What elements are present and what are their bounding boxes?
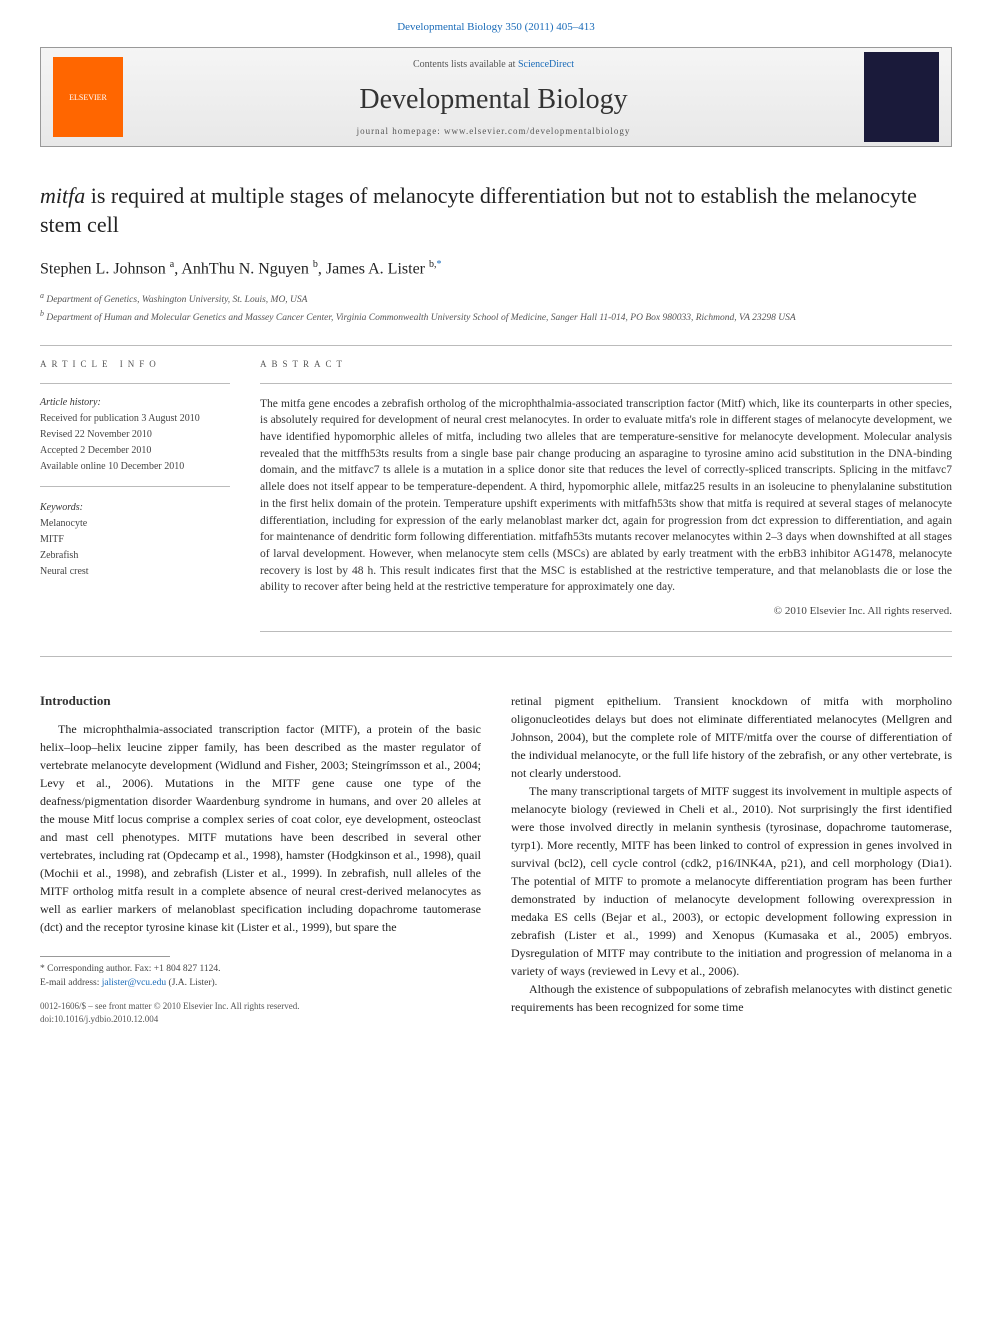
journal-name: Developmental Biology [123,80,864,119]
corresponding-star-icon[interactable]: * [437,259,442,270]
history-revised: Revised 22 November 2010 [40,428,230,442]
keyword-3: Zebrafish [40,549,230,563]
info-divider-2 [40,486,230,487]
abstract-text: The mitfa gene encodes a zebrafish ortho… [260,396,952,596]
author-1: Stephen L. Johnson [40,260,166,277]
abstract-divider [260,383,952,384]
author-3: James A. Lister [326,260,425,277]
info-divider-1 [40,383,230,384]
doi-line[interactable]: doi:10.1016/j.ydbio.2010.12.004 [40,1013,481,1026]
keyword-4: Neural crest [40,565,230,579]
author-3-sup: b, [429,259,437,270]
contents-line: Contents lists available at ScienceDirec… [123,58,864,72]
article-title: mitfa is required at multiple stages of … [40,182,952,239]
aff-a-sup: a [40,291,44,300]
divider-2 [40,656,952,657]
homepage-prefix: journal homepage: [357,126,444,136]
history-accepted: Accepted 2 December 2010 [40,444,230,458]
authors-line: Stephen L. Johnson a, AnhThu N. Nguyen b… [40,258,952,281]
homepage-url[interactable]: www.elsevier.com/developmentalbiology [444,126,630,136]
affiliation-b: b Department of Human and Molecular Gene… [40,308,952,325]
article-info-col: article info Article history: Received f… [40,358,230,644]
author-2: AnhThu N. Nguyen [181,260,309,277]
abstract-heading: abstract [260,358,952,371]
keyword-2: MITF [40,533,230,547]
history-received: Received for publication 3 August 2010 [40,412,230,426]
keyword-1: Melanocyte [40,517,230,531]
keywords-title: Keywords: [40,501,230,515]
footnote-divider [40,956,170,957]
divider [40,345,952,346]
introduction-heading: Introduction [40,692,481,710]
aff-a-text: Department of Genetics, Washington Unive… [46,295,307,305]
contents-prefix: Contents lists available at [413,59,518,70]
publisher-logo[interactable]: ELSEVIER [53,57,123,137]
abstract-copyright: © 2010 Elsevier Inc. All rights reserved… [260,604,952,619]
info-abstract-row: article info Article history: Received f… [40,358,952,644]
banner-center: Contents lists available at ScienceDirec… [123,58,864,138]
abstract-col: abstract The mitfa gene encodes a zebraf… [260,358,952,644]
history-online: Available online 10 December 2010 [40,460,230,474]
title-rest: is required at multiple stages of melano… [40,183,917,237]
doi-block: 0012-1606/$ – see front matter © 2010 El… [40,1000,481,1025]
history-title: Article history: [40,396,230,410]
email-suffix: (J.A. Lister). [166,978,217,988]
abstract-divider-2 [260,631,952,632]
aff-b-text: Department of Human and Molecular Geneti… [46,313,795,323]
right-column: retinal pigment epithelium. Transient kn… [511,692,952,1025]
col2-p3: Although the existence of subpopulations… [511,980,952,1016]
affiliation-a: a Department of Genetics, Washington Uni… [40,290,952,307]
issn-line: 0012-1606/$ – see front matter © 2010 El… [40,1000,481,1013]
corresponding-footnote: * Corresponding author. Fax: +1 804 827 … [40,963,481,990]
affiliations: a Department of Genetics, Washington Uni… [40,290,952,325]
col2-p2: The many transcriptional targets of MITF… [511,782,952,980]
author-2-sup: b [313,259,318,270]
body-columns: Introduction The microphthalmia-associat… [40,692,952,1025]
intro-paragraph-1: The microphthalmia-associated transcript… [40,720,481,936]
journal-cover-thumb[interactable] [864,52,939,142]
email-label: E-mail address: [40,978,102,988]
right-col-body: retinal pigment epithelium. Transient kn… [511,692,952,1016]
left-column: Introduction The microphthalmia-associat… [40,692,481,1025]
journal-banner: ELSEVIER Contents lists available at Sci… [40,47,952,147]
citation-header[interactable]: Developmental Biology 350 (2011) 405–413 [40,20,952,35]
col2-p1: retinal pigment epithelium. Transient kn… [511,692,952,782]
journal-homepage: journal homepage: www.elsevier.com/devel… [123,125,864,138]
corresponding-line: * Corresponding author. Fax: +1 804 827 … [40,963,481,976]
title-italic: mitfa [40,183,85,208]
aff-b-sup: b [40,309,44,318]
email-link[interactable]: jalister@vcu.edu [102,978,166,988]
article-info-heading: article info [40,358,230,371]
col1-p1-text: The microphthalmia-associated transcript… [40,720,481,936]
sciencedirect-link[interactable]: ScienceDirect [518,59,574,70]
keywords-block: Keywords: Melanocyte MITF Zebrafish Neur… [40,501,230,579]
author-1-sup: a [170,259,174,270]
email-line: E-mail address: jalister@vcu.edu (J.A. L… [40,977,481,990]
